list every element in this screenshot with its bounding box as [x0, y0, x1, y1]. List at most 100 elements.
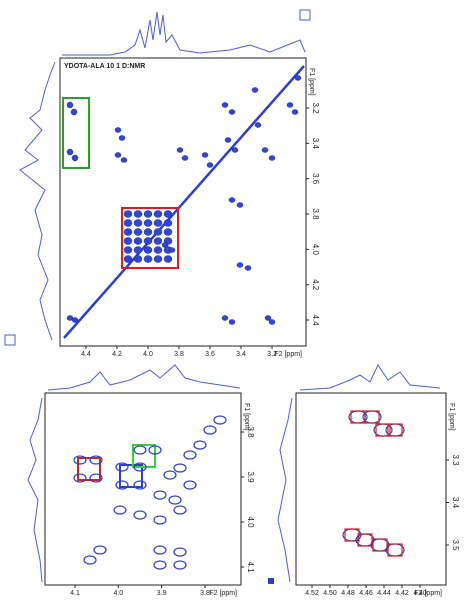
x-tick-label: 4.1 [70, 590, 80, 597]
cross-peak [153, 560, 167, 570]
cross-peak [181, 155, 189, 161]
zoom-right [295, 392, 447, 586]
top-projection [299, 363, 441, 391]
highlight-box [357, 533, 373, 547]
cross-peak [153, 490, 167, 500]
cross-peak [153, 255, 163, 263]
cross-peak [183, 480, 197, 490]
cross-peak [203, 425, 217, 435]
highlight-box [121, 207, 179, 269]
cross-peak [173, 505, 187, 515]
cross-peak [201, 152, 209, 158]
f2-axis-label: F2 [ppm] [414, 590, 442, 597]
x-tick-label: 4.0 [113, 590, 123, 597]
cross-peak [268, 155, 276, 161]
y-tick-label: 3.4 [311, 138, 320, 150]
cross-peak [133, 480, 147, 490]
cross-peak [133, 255, 143, 263]
cross-peak [133, 228, 143, 236]
cross-peak [120, 157, 128, 163]
cross-peak [115, 480, 129, 490]
top-projection [62, 11, 306, 56]
cross-peak [133, 210, 143, 218]
cross-peak [66, 101, 74, 109]
cross-peak [89, 455, 103, 465]
cross-peak [261, 147, 269, 153]
highlight-box [119, 464, 143, 488]
cross-peak [153, 210, 163, 218]
cross-peak [133, 237, 143, 245]
cross-peak [231, 147, 239, 153]
cross-peak [213, 415, 227, 425]
cross-peak [143, 228, 153, 236]
f1-axis-label: F1 [ppm] [308, 68, 315, 96]
f2-axis-label: F2 [ppm] [209, 590, 237, 597]
cross-peak [83, 555, 97, 565]
cross-peak [221, 315, 229, 321]
x-tick-label: 4.40 [413, 590, 427, 597]
cross-peak [115, 462, 129, 472]
left-projection [277, 397, 293, 583]
x-tick-label: 4.0 [143, 351, 153, 358]
y-tick-label: 4.0 [311, 244, 320, 256]
cross-peak [71, 154, 79, 162]
cross-peak [268, 319, 276, 325]
cross-peak [123, 228, 133, 236]
cross-peak [114, 127, 122, 133]
cross-peak [173, 463, 187, 473]
y-tick-label: 4.1 [246, 561, 255, 573]
cross-peak [70, 108, 78, 116]
cross-peak [251, 87, 259, 93]
icon [299, 9, 311, 21]
cross-peak [133, 246, 143, 254]
cross-peak [153, 219, 163, 227]
highlight-box [387, 543, 403, 557]
cross-peak [133, 445, 147, 455]
cross-peak [143, 237, 153, 245]
cross-peak [153, 228, 163, 236]
cross-peak [73, 455, 87, 465]
x-tick-label: 3.9 [157, 590, 167, 597]
f1-axis-label: F1 [ppm] [448, 403, 455, 431]
x-tick-label: 3.6 [205, 351, 215, 358]
cross-peak [123, 219, 133, 227]
cross-peak [118, 135, 126, 141]
cross-peak [143, 210, 153, 218]
cross-peak [73, 473, 87, 483]
y-tick-label: 4.2 [311, 279, 320, 291]
icon [268, 578, 274, 584]
cross-peak [173, 560, 187, 570]
highlight-box [132, 444, 156, 468]
cross-peak [153, 237, 163, 245]
x-tick-label: 4.50 [323, 590, 337, 597]
x-tick-label: 3.8 [174, 351, 184, 358]
cross-peak [291, 109, 299, 115]
cross-peak [286, 102, 294, 108]
cross-peak [123, 255, 133, 263]
cross-peak [66, 148, 74, 156]
cross-peak [254, 122, 262, 128]
y-tick-label: 3.5 [451, 539, 460, 551]
cross-peak [153, 545, 167, 555]
x-tick-label: 4.52 [305, 590, 319, 597]
cross-peak [173, 547, 187, 557]
cross-peak [143, 255, 153, 263]
cross-peak [206, 162, 214, 168]
cross-peak [236, 262, 244, 268]
cross-peak [224, 137, 232, 143]
x-tick-label: 4.48 [341, 590, 355, 597]
cross-peak [123, 237, 133, 245]
y-tick-label: 3.9 [246, 471, 255, 483]
left-projection [19, 61, 56, 341]
cross-peak [193, 440, 207, 450]
cross-peak [244, 265, 252, 271]
highlight-box [375, 423, 391, 437]
y-tick-label: 3.2 [311, 102, 320, 114]
highlight-box [364, 410, 380, 424]
x-tick-label: 4.42 [395, 590, 409, 597]
cross-peak [148, 445, 162, 455]
cross-peak [93, 545, 107, 555]
y-tick-label: 3.8 [311, 208, 320, 220]
cross-peak [163, 210, 173, 218]
